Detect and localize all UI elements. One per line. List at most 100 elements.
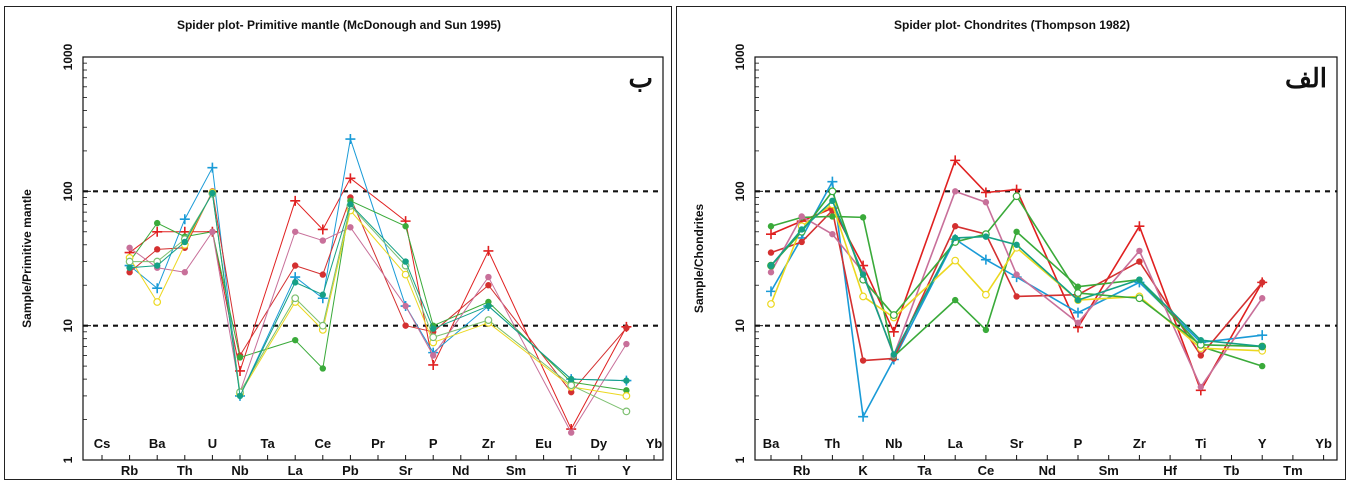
x-tick-label: Nb: [231, 463, 248, 478]
data-point-open: [767, 300, 775, 308]
plot-frame: [82, 56, 664, 461]
x-tick-label: Tb: [1224, 463, 1240, 478]
data-point: [890, 351, 897, 358]
x-tick-label: Ba: [763, 436, 780, 451]
data-point: [347, 224, 354, 231]
series-line: [770, 190, 1263, 388]
data-point: [1074, 296, 1082, 304]
data-point-open: [622, 407, 631, 416]
data-point: [126, 244, 133, 251]
data-point: [154, 246, 161, 253]
data-point: [1074, 283, 1082, 290]
data-point-open: [951, 256, 960, 265]
data-point: [181, 269, 188, 276]
series-line: [770, 159, 1263, 392]
x-tick-label: Hf: [1163, 463, 1177, 478]
data-point-plus: [980, 254, 991, 265]
spider-plot-primitive-mantle: Spider plot- Primitive mantle (McDonough…: [4, 6, 672, 480]
data-point: [767, 249, 775, 256]
data-point-open: [125, 257, 134, 266]
data-point-plus: [290, 195, 301, 206]
data-point-plus: [766, 229, 776, 240]
data-point-open: [429, 333, 438, 342]
x-tick-label: Zr: [1133, 436, 1146, 451]
x-tick-label: Th: [177, 463, 193, 478]
chart-title: Spider plot- Chondrites (Thompson 1982): [894, 18, 1130, 32]
chart-chondrites: Spider plot- Chondrites (Thompson 1982) 1…: [692, 18, 1338, 478]
data-point: [1013, 293, 1020, 300]
data-point: [402, 258, 409, 265]
x-tick-label: Nd: [452, 463, 469, 478]
data-point: [568, 388, 575, 396]
data-point: [1013, 271, 1020, 278]
x-tick-label: Sm: [506, 463, 526, 478]
data-point-open: [567, 381, 576, 390]
data-point: [126, 269, 133, 276]
data-point: [319, 237, 326, 244]
data-point: [1013, 241, 1020, 248]
series-line: [770, 200, 1263, 356]
data-point: [292, 336, 299, 344]
y-tick-label: 100: [733, 181, 747, 201]
data-point: [829, 197, 836, 205]
data-point: [623, 387, 630, 394]
data-point: [485, 273, 492, 281]
data-point-open: [291, 294, 300, 303]
x-tick-label: Nd: [1039, 463, 1056, 478]
plot-frame: [754, 56, 1338, 461]
chart-title: Spider plot- Primitive mantle (McDonough…: [177, 18, 501, 32]
series-line: [129, 226, 627, 434]
data-point-plus: [766, 286, 776, 297]
data-point: [623, 340, 630, 348]
x-tick-label: Y: [1258, 436, 1267, 451]
x-tick-label: Ti: [566, 463, 577, 478]
data-point: [402, 223, 409, 230]
series-line: [129, 193, 627, 412]
data-point: [1197, 352, 1204, 359]
data-point: [430, 352, 437, 359]
data-point: [154, 262, 161, 269]
data-point-open: [982, 290, 990, 299]
data-point-plus: [428, 359, 439, 370]
x-tick-label: Yb: [1315, 436, 1332, 451]
data-point-open: [859, 292, 868, 301]
data-point-plus: [179, 214, 190, 225]
data-point-plus: [858, 411, 869, 422]
panel-label: ب: [629, 63, 653, 93]
y-tick-label: 100: [61, 181, 75, 201]
y-tick-label: 1000: [733, 43, 747, 70]
data-point-plus: [345, 134, 356, 145]
data-point: [126, 264, 133, 271]
spider-plot-chondrites: Spider plot- Chondrites (Thompson 1982) 1…: [676, 6, 1346, 480]
data-point: [319, 271, 326, 278]
data-point: [829, 230, 836, 238]
data-point: [402, 322, 409, 329]
data-point-plus: [827, 176, 838, 187]
data-point: [154, 219, 161, 227]
data-point-open: [828, 187, 837, 196]
x-tick-label: Nb: [885, 436, 902, 451]
data-point-plus: [483, 245, 494, 256]
y-tick-label: 1: [61, 456, 75, 463]
x-tick-label: Rb: [793, 463, 810, 478]
chart-primitive-mantle: Spider plot- Primitive mantle (McDonough…: [20, 18, 664, 478]
data-point: [347, 201, 354, 208]
data-point: [292, 262, 299, 269]
data-point: [402, 302, 409, 310]
data-point: [1136, 258, 1143, 265]
data-point: [1259, 362, 1266, 370]
data-point: [1197, 383, 1204, 391]
y-axis-label: Sample/Chondrites: [692, 204, 706, 314]
x-tick-label: La: [948, 436, 964, 451]
series-line: [770, 180, 1263, 418]
data-point: [623, 377, 630, 384]
data-point: [767, 262, 775, 269]
data-point-open: [889, 311, 898, 319]
data-point: [485, 302, 492, 310]
data-point: [829, 213, 836, 220]
x-tick-label: Tm: [1283, 463, 1303, 478]
data-point: [236, 354, 244, 361]
data-point-open: [1074, 289, 1082, 297]
data-point-plus: [345, 173, 356, 184]
data-point: [623, 324, 630, 332]
